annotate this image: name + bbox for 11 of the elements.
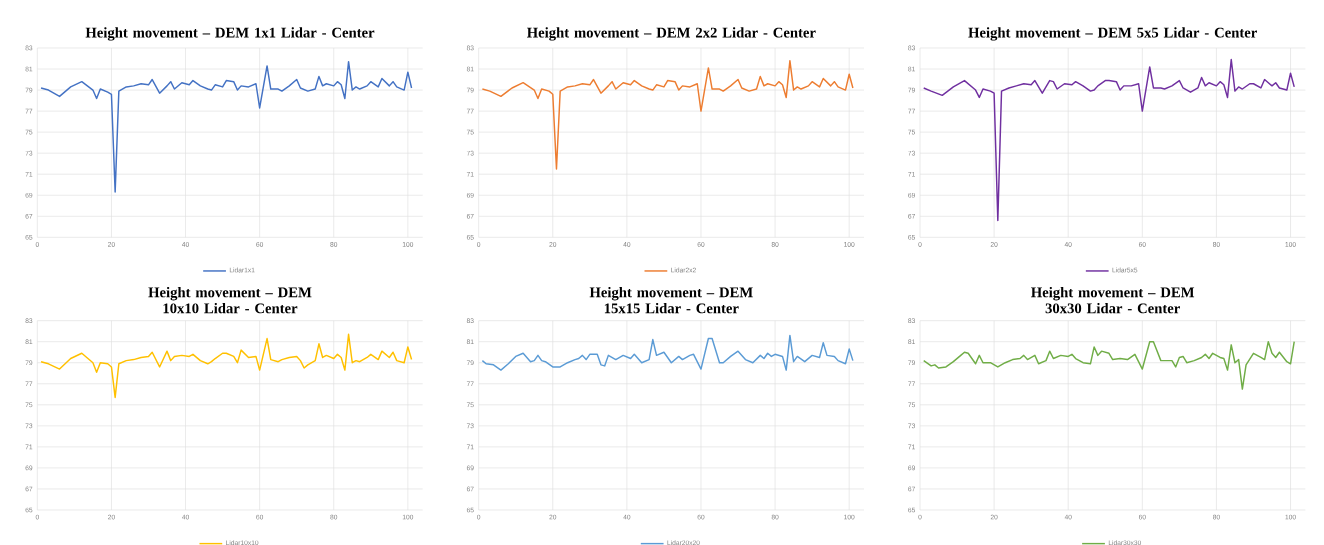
line-series (922, 58, 1295, 222)
chart-title: Height movement – DEM 30x30 Lidar - Center (1031, 286, 1195, 314)
line-series (481, 334, 854, 371)
chart-title: Height movement – DEM 5x5 Lidar - Center (968, 27, 1257, 41)
chart-title: Height movement – DEM 1x1 Lidar - Center (85, 27, 375, 41)
line-series (481, 59, 854, 170)
chart-title: Height movement – DEM 2x2 Lidar - Center (526, 27, 816, 41)
chart-title: Height movement – DEM 15x15 Lidar - Center (589, 286, 753, 314)
line-series (40, 60, 413, 193)
line-series (40, 333, 413, 399)
chart-title: Height movement – DEM 10x10 Lidar - Center (148, 286, 312, 314)
